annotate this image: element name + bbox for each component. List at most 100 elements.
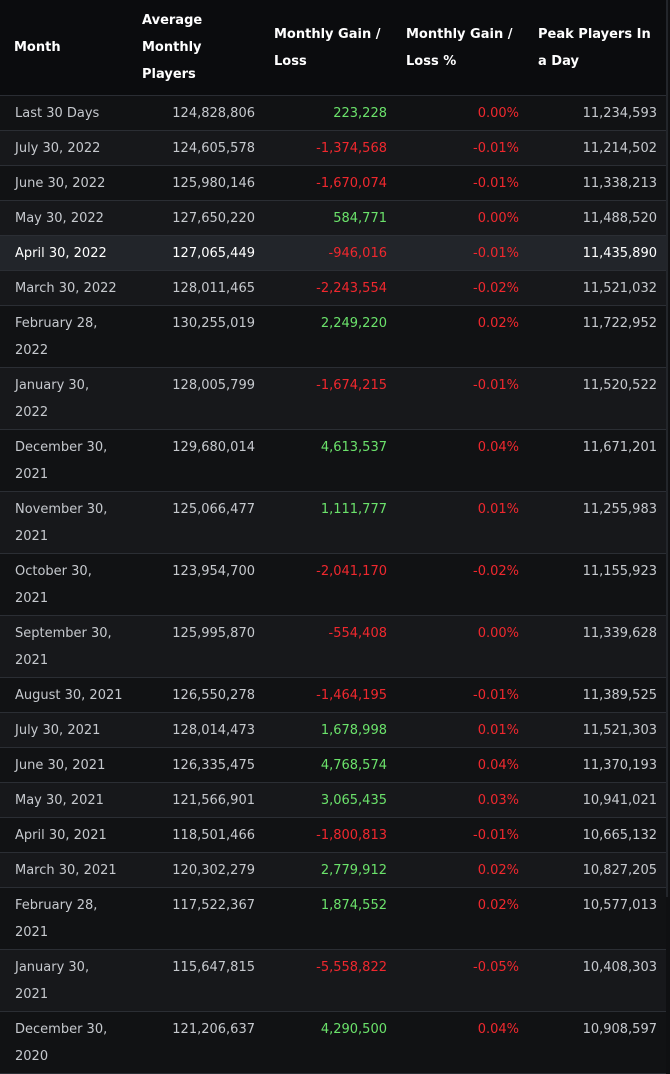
cell-month: March 30, 2021 <box>0 852 132 888</box>
cell-monthly-gain-percent: -0.02% <box>396 270 528 306</box>
cell-monthly-gain-percent: 0.01% <box>396 712 528 748</box>
cell-monthly-gain-percent: 0.03% <box>396 782 528 818</box>
cell-average-players: 123,954,700 <box>132 553 264 616</box>
cell-monthly-gain: -946,016 <box>264 235 396 271</box>
cell-monthly-gain-percent: -0.01% <box>396 235 528 271</box>
table-row: May 30, 2022 127,650,220 584,771 0.00% 11,48… <box>0 200 666 236</box>
cell-peak-players: 10,408,303 <box>528 949 666 1012</box>
cell-month: September 30, 2021 <box>0 615 132 678</box>
cell-monthly-gain-percent: -0.02% <box>396 553 528 616</box>
table-row: June 30, 2021 126,335,475 4,768,574 0.04% 11… <box>0 747 666 783</box>
cell-average-players: 130,255,019 <box>132 305 264 368</box>
header-row: Month Average Monthly Players Monthly Ga… <box>0 0 666 96</box>
cell-monthly-gain-percent: 0.04% <box>396 1011 528 1074</box>
cell-month: December 30, 2021 <box>0 429 132 492</box>
cell-peak-players: 11,435,890 <box>528 235 666 271</box>
cell-peak-players: 11,338,213 <box>528 165 666 201</box>
column-header-peak-players[interactable]: Peak Players In a Day <box>528 0 666 96</box>
cell-month: July 30, 2021 <box>0 712 132 748</box>
cell-monthly-gain: 2,779,912 <box>264 852 396 888</box>
cell-monthly-gain: 4,768,574 <box>264 747 396 783</box>
table-row: July 30, 2021 128,014,473 1,678,998 0.01% 11… <box>0 712 666 748</box>
column-header-average-players[interactable]: Average Monthly Players <box>132 0 264 96</box>
cell-peak-players: 11,671,201 <box>528 429 666 492</box>
column-header-monthly-gain-percent[interactable]: Monthly Gain / Loss % <box>396 0 528 96</box>
cell-average-players: 127,065,449 <box>132 235 264 271</box>
cell-monthly-gain: 1,678,998 <box>264 712 396 748</box>
cell-monthly-gain: -554,408 <box>264 615 396 678</box>
column-header-monthly-gain[interactable]: Monthly Gain / Loss <box>264 0 396 96</box>
table-row: February 28, 2022 130,255,019 2,249,220 0.0… <box>0 305 666 368</box>
table-row: April 30, 2022 127,065,449 -946,016 -0.01% 1… <box>0 235 666 271</box>
cell-peak-players: 11,255,983 <box>528 491 666 554</box>
cell-monthly-gain: 3,065,435 <box>264 782 396 818</box>
cell-monthly-gain-percent: -0.01% <box>396 817 528 853</box>
cell-monthly-gain-percent: 0.01% <box>396 491 528 554</box>
cell-average-players: 115,647,815 <box>132 949 264 1012</box>
column-header-month[interactable]: Month <box>0 0 132 96</box>
cell-month: November 30, 2021 <box>0 491 132 554</box>
cell-peak-players: 11,214,502 <box>528 130 666 166</box>
cell-peak-players: 11,521,303 <box>528 712 666 748</box>
cell-month: May 30, 2021 <box>0 782 132 818</box>
table-row: June 30, 2022 125,980,146 -1,670,074 -0.01%… <box>0 165 666 201</box>
cell-monthly-gain-percent: -0.05% <box>396 949 528 1012</box>
table-row: April 30, 2021 118,501,466 -1,800,813 -0.01… <box>0 817 666 853</box>
table-row: July 30, 2022 124,605,578 -1,374,568 -0.01%… <box>0 130 666 166</box>
table-row: May 30, 2021 121,566,901 3,065,435 0.03% 10,… <box>0 782 666 818</box>
cell-average-players: 128,011,465 <box>132 270 264 306</box>
cell-month: June 30, 2021 <box>0 747 132 783</box>
cell-monthly-gain: -1,670,074 <box>264 165 396 201</box>
cell-monthly-gain: 2,249,220 <box>264 305 396 368</box>
cell-monthly-gain-percent: -0.01% <box>396 130 528 166</box>
cell-average-players: 118,501,466 <box>132 817 264 853</box>
cell-month: January 30, 2021 <box>0 949 132 1012</box>
cell-monthly-gain-percent: 0.00% <box>396 615 528 678</box>
cell-monthly-gain-percent: 0.04% <box>396 747 528 783</box>
cell-average-players: 125,066,477 <box>132 491 264 554</box>
cell-monthly-gain: -5,558,822 <box>264 949 396 1012</box>
cell-peak-players: 11,520,522 <box>528 367 666 430</box>
cell-average-players: 124,605,578 <box>132 130 264 166</box>
cell-monthly-gain-percent: -0.01% <box>396 677 528 713</box>
cell-average-players: 121,206,637 <box>132 1011 264 1074</box>
cell-month: March 30, 2022 <box>0 270 132 306</box>
cell-peak-players: 11,722,952 <box>528 305 666 368</box>
cell-monthly-gain-percent: -0.01% <box>396 165 528 201</box>
cell-month: April 30, 2021 <box>0 817 132 853</box>
cell-monthly-gain: 223,228 <box>264 95 396 131</box>
cell-average-players: 126,335,475 <box>132 747 264 783</box>
cell-average-players: 128,014,473 <box>132 712 264 748</box>
cell-monthly-gain: 584,771 <box>264 200 396 236</box>
cell-monthly-gain-percent: 0.04% <box>396 429 528 492</box>
cell-month: August 30, 2021 <box>0 677 132 713</box>
cell-peak-players: 10,827,205 <box>528 852 666 888</box>
cell-monthly-gain-percent: -0.01% <box>396 367 528 430</box>
cell-average-players: 121,566,901 <box>132 782 264 818</box>
cell-monthly-gain: 4,613,537 <box>264 429 396 492</box>
cell-monthly-gain: 1,111,777 <box>264 491 396 554</box>
cell-monthly-gain: -2,041,170 <box>264 553 396 616</box>
cell-peak-players: 10,941,021 <box>528 782 666 818</box>
cell-peak-players: 11,370,193 <box>528 747 666 783</box>
table-row: Last 30 Days 124,828,806 223,228 0.00% 11,23… <box>0 95 666 131</box>
cell-month: February 28, 2022 <box>0 305 132 368</box>
table-row: October 30, 2021 123,954,700 -2,041,170 -0.… <box>0 553 666 616</box>
cell-monthly-gain-percent: 0.00% <box>396 95 528 131</box>
cell-month: December 30, 2020 <box>0 1011 132 1074</box>
table-row: December 30, 2021 129,680,014 4,613,537 0.0… <box>0 429 666 492</box>
table-row: January 30, 2021 115,647,815 -5,558,822 -0.… <box>0 949 666 1012</box>
cell-peak-players: 11,234,593 <box>528 95 666 131</box>
cell-month: May 30, 2022 <box>0 200 132 236</box>
cell-average-players: 127,650,220 <box>132 200 264 236</box>
cell-peak-players: 10,665,132 <box>528 817 666 853</box>
cell-month: April 30, 2022 <box>0 235 132 271</box>
cell-month: October 30, 2021 <box>0 553 132 616</box>
cell-average-players: 128,005,799 <box>132 367 264 430</box>
table-row: December 30, 2020 121,206,637 4,290,500 0.0… <box>0 1011 666 1074</box>
cell-month: July 30, 2022 <box>0 130 132 166</box>
cell-monthly-gain: -1,674,215 <box>264 367 396 430</box>
cell-monthly-gain: 4,290,500 <box>264 1011 396 1074</box>
